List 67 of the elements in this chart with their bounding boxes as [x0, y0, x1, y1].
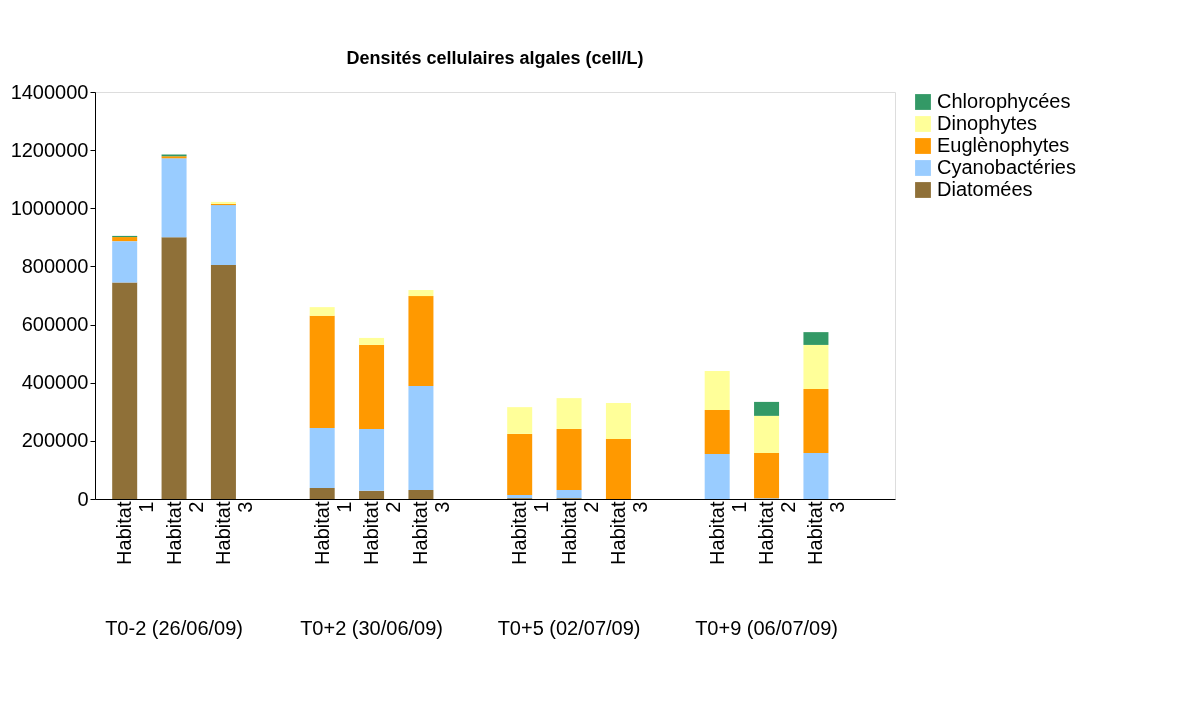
bar — [754, 415, 780, 454]
bar — [309, 487, 335, 499]
bar — [605, 439, 631, 499]
bar — [556, 398, 582, 429]
text: T0-2 (26/06/09) — [105, 617, 243, 639]
legend-label: Euglènophytes — [937, 134, 1070, 156]
bar — [704, 453, 730, 499]
x-tick-label: Habitat 1 — [705, 501, 750, 565]
y-tick-label: 1000000 — [10, 196, 89, 219]
bar — [309, 428, 335, 488]
bar — [803, 389, 829, 454]
legend-label: Cyanobactéries — [937, 156, 1076, 178]
chart-title: Densités cellulaires algales (cell/L) — [346, 48, 644, 68]
bar — [408, 296, 434, 386]
text: T0+2 (30/06/09) — [300, 617, 443, 639]
y-tick-label: 400000 — [21, 371, 89, 394]
x-tick-label: Habitat 2 — [360, 501, 405, 565]
bar — [408, 489, 434, 499]
bar — [803, 344, 829, 390]
bar — [210, 205, 236, 265]
bar — [112, 241, 138, 283]
y-tick-label: 1400000 — [10, 80, 89, 103]
bar — [359, 428, 385, 491]
bar — [754, 453, 780, 499]
y-tick-label: 1200000 — [10, 138, 89, 161]
bar — [408, 385, 434, 490]
bar — [112, 237, 138, 242]
x-tick-label: Habitat 2 — [162, 501, 207, 565]
bar — [210, 264, 236, 499]
x-tick-label: Habitat 2 — [755, 501, 800, 565]
bar — [112, 282, 138, 499]
y-tick-label: 600000 — [21, 313, 89, 336]
bar — [605, 403, 631, 440]
x-tick-label: Habitat 3 — [211, 501, 256, 565]
bar — [754, 401, 780, 416]
bar — [556, 489, 582, 499]
x-tick-label: Habitat 1 — [113, 501, 158, 565]
x-tick-label: Habitat 3 — [804, 501, 849, 565]
legend-label: Dinophytes — [937, 112, 1038, 134]
bar — [359, 337, 385, 345]
text: T0+5 (02/07/09) — [497, 617, 641, 639]
bar — [161, 158, 187, 238]
x-tick-label: Habitat 1 — [508, 501, 553, 565]
x-tick-label: Habitat 2 — [557, 501, 602, 565]
x-tick-label: Habitat 1 — [310, 501, 355, 565]
bar — [309, 315, 335, 429]
bar — [704, 371, 730, 411]
bar — [408, 289, 434, 297]
y-tick-label: 0 — [77, 487, 89, 510]
legend-label: Diatomées — [937, 178, 1033, 200]
text: T0+9 (06/07/09) — [695, 617, 838, 639]
y-tick-label: 800000 — [21, 254, 89, 277]
bar — [507, 494, 533, 499]
bar — [161, 237, 187, 499]
bar — [803, 332, 829, 345]
y-tick-label: 200000 — [21, 429, 89, 452]
legend-label: Chlorophycées — [937, 90, 1071, 112]
bar — [704, 410, 730, 454]
x-tick-label: Habitat 3 — [606, 501, 651, 565]
bar — [507, 433, 533, 495]
bar — [359, 344, 385, 429]
x-tick-label: Habitat 3 — [409, 501, 454, 565]
bar — [507, 407, 533, 434]
bar — [803, 453, 829, 499]
bar — [556, 428, 582, 490]
bar — [309, 307, 335, 316]
bar — [359, 490, 385, 499]
